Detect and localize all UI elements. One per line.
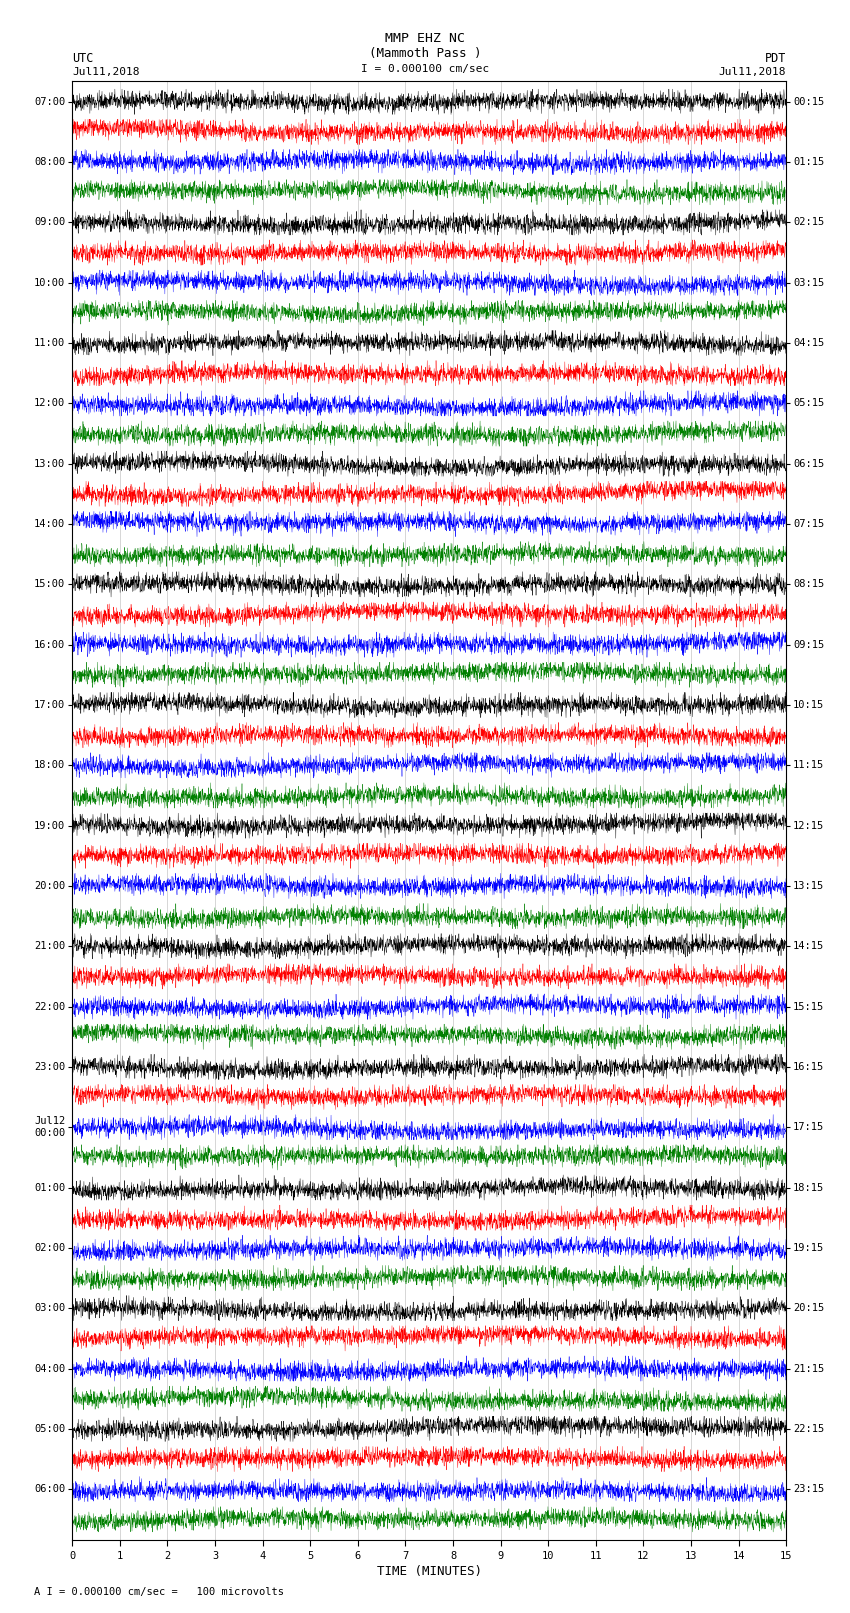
Text: Jul11,2018: Jul11,2018	[72, 68, 139, 77]
Text: I = 0.000100 cm/sec: I = 0.000100 cm/sec	[361, 65, 489, 74]
Text: (Mammoth Pass ): (Mammoth Pass )	[369, 47, 481, 60]
X-axis label: TIME (MINUTES): TIME (MINUTES)	[377, 1565, 482, 1578]
Text: Jul11,2018: Jul11,2018	[719, 68, 786, 77]
Text: UTC: UTC	[72, 52, 94, 65]
Text: PDT: PDT	[765, 52, 786, 65]
Text: MMP EHZ NC: MMP EHZ NC	[385, 32, 465, 45]
Text: A I = 0.000100 cm/sec =   100 microvolts: A I = 0.000100 cm/sec = 100 microvolts	[34, 1587, 284, 1597]
